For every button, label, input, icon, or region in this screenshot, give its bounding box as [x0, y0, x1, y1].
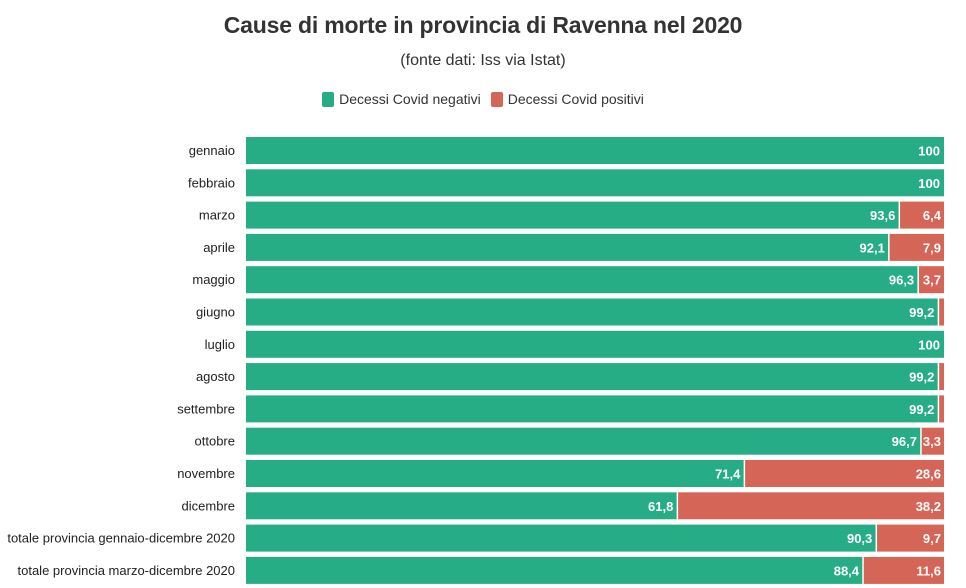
legend-label-negative: Decessi Covid negativi — [339, 91, 481, 107]
bar-negative — [246, 427, 921, 455]
bar-negative — [246, 460, 745, 487]
category-label: novembre — [177, 466, 235, 481]
bar-negative — [246, 137, 944, 164]
value-label-positive: 7,9 — [923, 240, 941, 255]
bar-positive — [888, 233, 944, 261]
legend: Decessi Covid negativi Decessi Covid pos… — [0, 91, 966, 107]
legend-item-negative: Decessi Covid negativi — [322, 91, 481, 107]
bar-negative — [246, 363, 939, 391]
value-label-negative: 90,3 — [847, 531, 872, 546]
bar-positive — [677, 492, 944, 520]
category-label: marzo — [199, 208, 235, 223]
value-label-positive: 9,7 — [923, 531, 941, 546]
value-label-negative: 99,2 — [909, 370, 934, 385]
bar-negative — [246, 266, 919, 294]
bar-negative — [246, 524, 877, 552]
value-label-positive: 28,6 — [916, 467, 941, 482]
bar-positive — [938, 395, 944, 423]
category-label: ottobre — [195, 434, 235, 449]
bar-positive — [920, 427, 944, 455]
category-label: settembre — [177, 401, 235, 416]
value-label-negative: 92,1 — [860, 240, 885, 255]
value-label-positive: 3,3 — [923, 434, 941, 449]
bar-positive — [876, 524, 944, 552]
category-label: agosto — [196, 369, 235, 384]
bar-positive — [744, 460, 944, 487]
category-label: giugno — [196, 305, 235, 320]
bar-negative — [246, 492, 678, 520]
bar-negative — [246, 556, 864, 584]
value-label-negative: 88,4 — [834, 563, 860, 578]
legend-label-positive: Decessi Covid positivi — [507, 91, 644, 107]
bar-negative — [246, 233, 889, 261]
bar-negative — [246, 298, 939, 326]
value-label-positive: 3,7 — [923, 273, 941, 288]
value-label-positive: 11,6 — [916, 563, 941, 578]
bar-positive — [918, 266, 944, 294]
value-label-negative: 100 — [918, 176, 940, 191]
bar-negative — [246, 395, 939, 423]
legend-swatch-negative — [322, 91, 335, 107]
value-label-negative: 100 — [918, 144, 940, 159]
value-label-negative: 93,6 — [870, 208, 895, 223]
category-label: maggio — [192, 272, 235, 287]
value-label-negative: 71,4 — [715, 467, 741, 482]
bar-negative — [246, 330, 944, 358]
category-label: febbraio — [188, 175, 235, 190]
value-label-positive: 38,2 — [916, 499, 941, 514]
legend-item-positive: Decessi Covid positivi — [490, 91, 644, 107]
value-label-negative: 96,3 — [889, 273, 914, 288]
chart-title: Cause di morte in provincia di Ravenna n… — [223, 12, 743, 38]
legend-swatch-positive — [490, 91, 503, 107]
value-label-negative: 100 — [918, 337, 940, 352]
chart-subtitle: (fonte dati: Iss via Istat) — [400, 52, 566, 69]
bar-positive — [938, 363, 944, 391]
category-label: dicembre — [182, 498, 235, 513]
bar-negative — [246, 169, 944, 197]
category-label: gennaio — [189, 143, 235, 158]
bar-positive — [938, 298, 944, 326]
value-label-negative: 99,2 — [909, 402, 934, 417]
value-label-negative: 99,2 — [909, 305, 934, 320]
category-label: totale provincia marzo-dicembre 2020 — [18, 563, 236, 578]
category-label: luglio — [205, 337, 235, 352]
value-label-negative: 96,7 — [892, 434, 917, 449]
value-label-positive: 6,4 — [923, 208, 942, 223]
bar-negative — [246, 201, 900, 229]
bar-positive — [899, 201, 944, 229]
value-label-negative: 61,8 — [648, 499, 673, 514]
category-label: aprile — [203, 240, 235, 255]
bar-positive — [863, 556, 944, 584]
category-label: totale provincia gennaio-dicembre 2020 — [7, 531, 235, 546]
